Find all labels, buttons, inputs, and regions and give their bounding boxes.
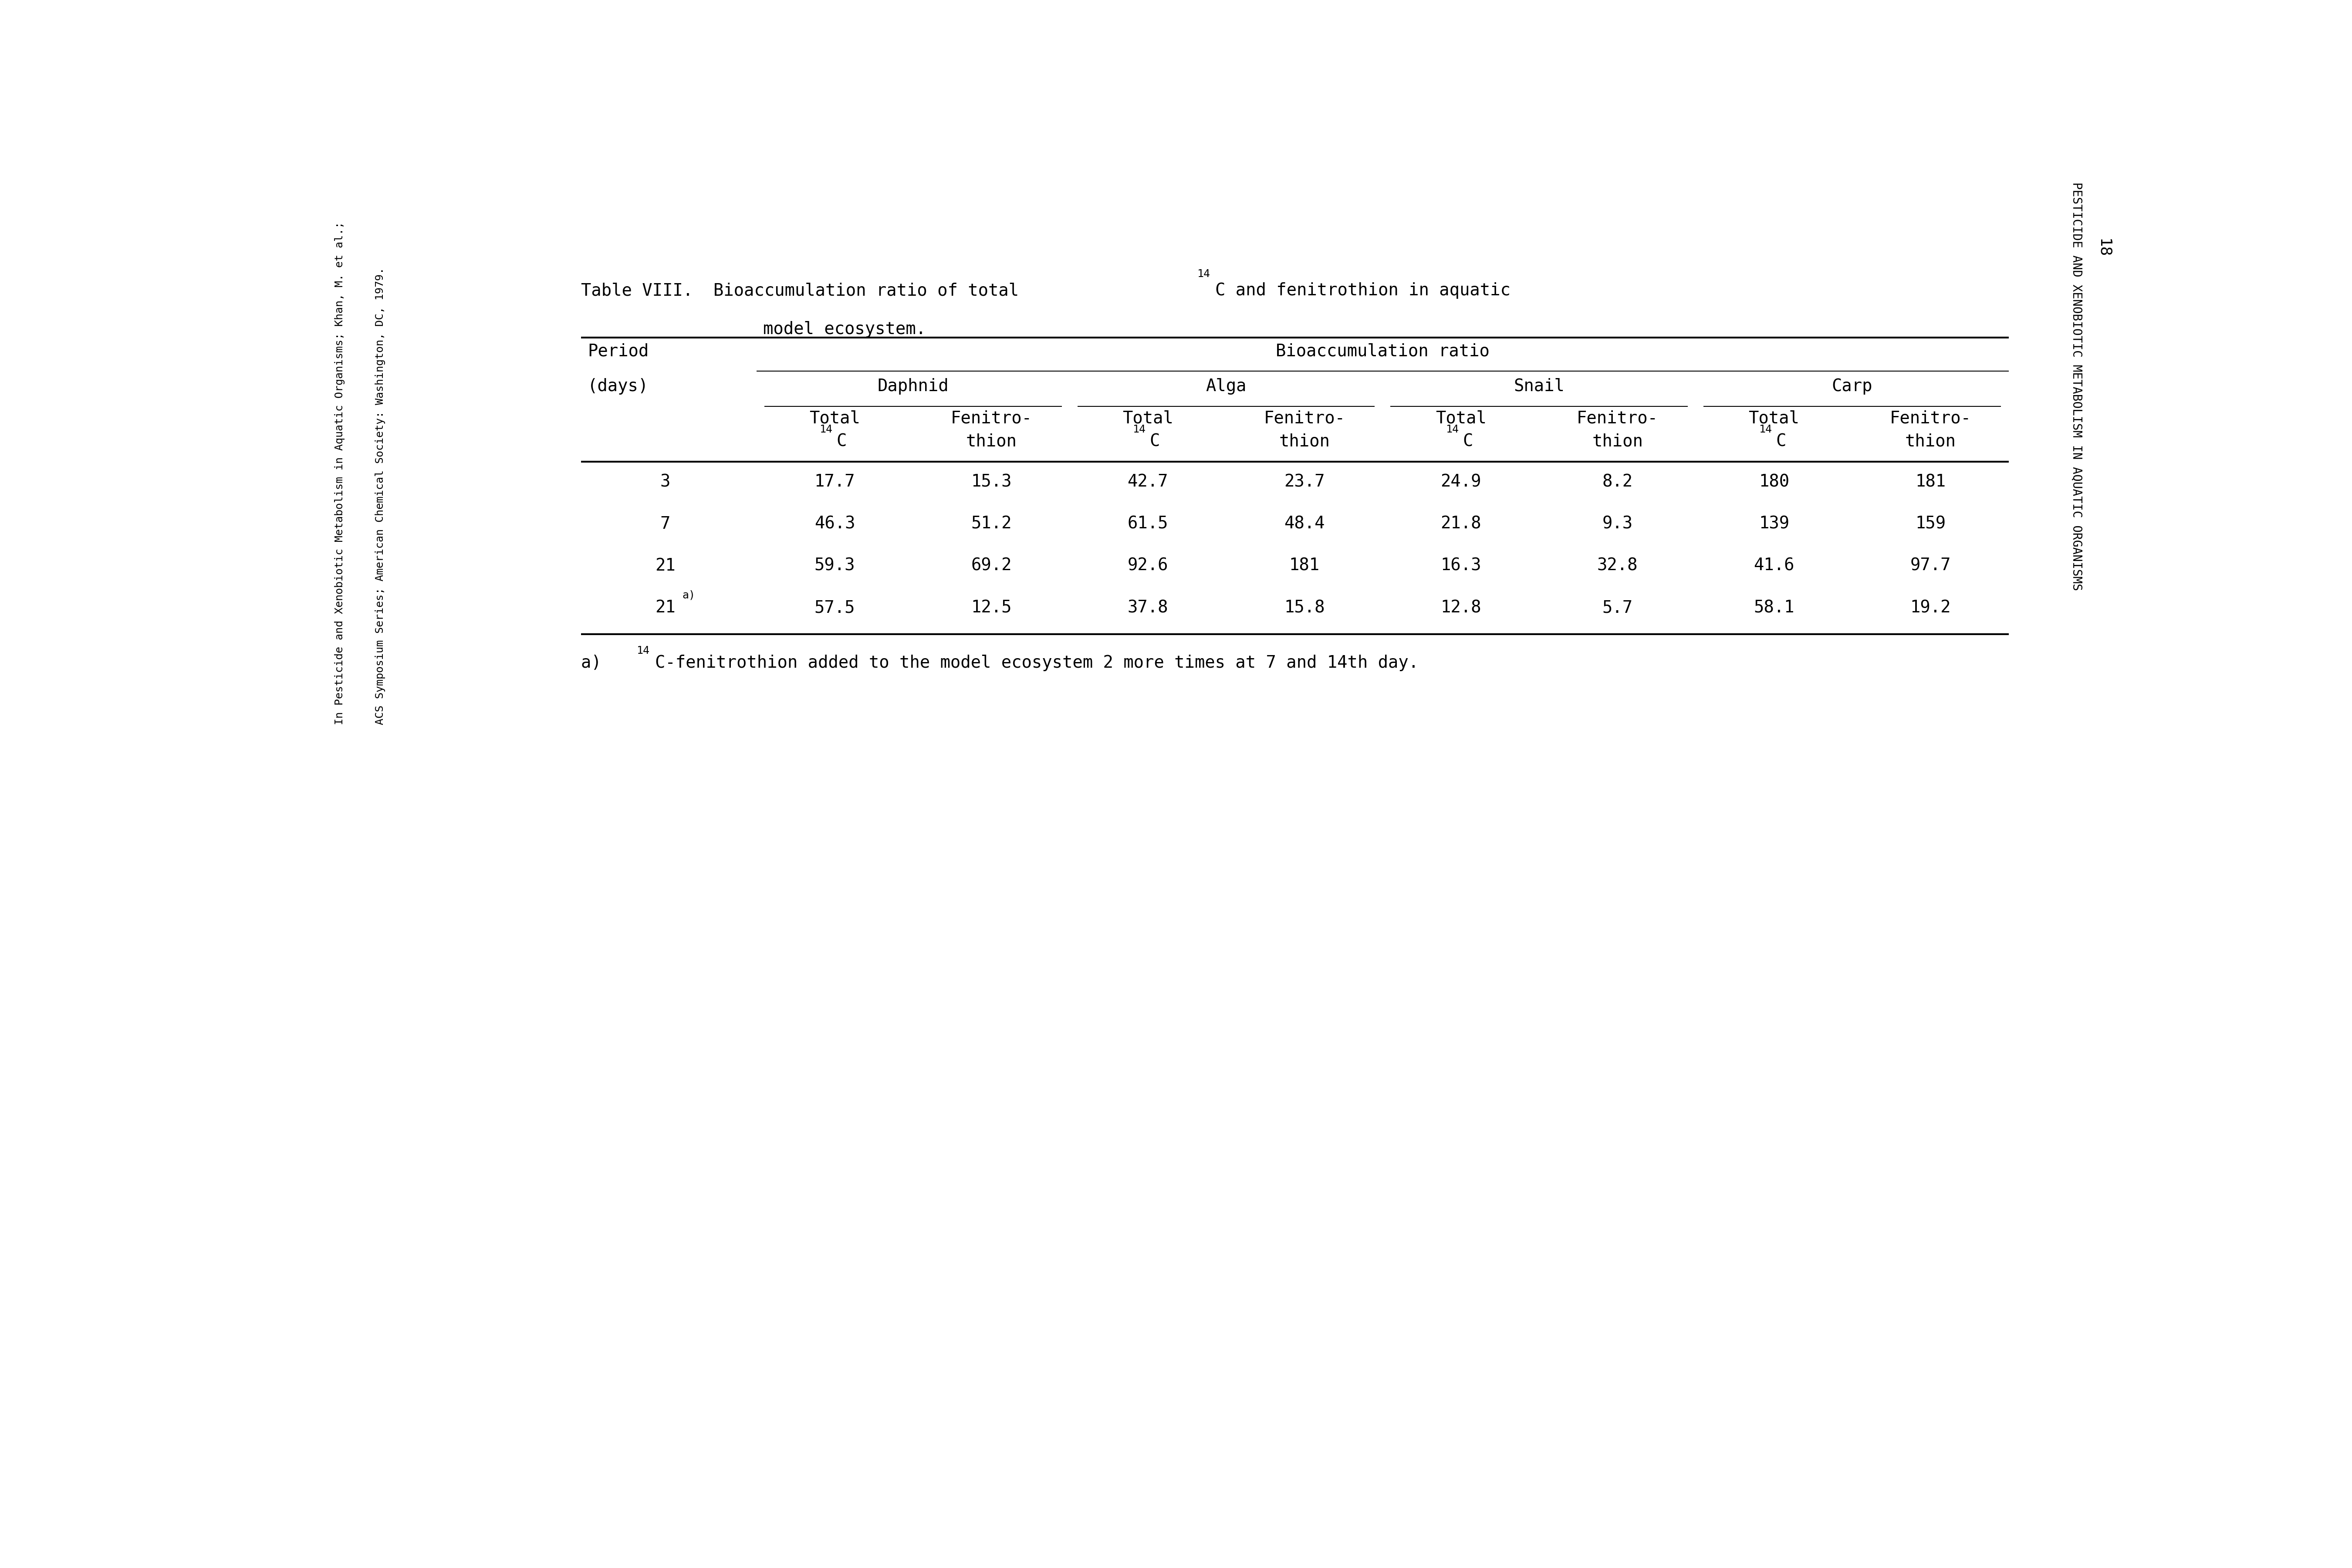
Text: 57.5: 57.5 (814, 599, 856, 616)
Text: 51.2: 51.2 (971, 516, 1011, 532)
Text: Total: Total (1122, 409, 1174, 426)
Text: 15.8: 15.8 (1284, 599, 1324, 616)
Text: 181: 181 (1915, 474, 1945, 491)
Text: thion: thion (1905, 433, 1957, 450)
Text: 8.2: 8.2 (1602, 474, 1632, 491)
Text: thion: thion (1279, 433, 1329, 450)
Text: 24.9: 24.9 (1439, 474, 1482, 491)
Text: PESTICIDE AND XENOBIOTIC METABOLISM IN AQUATIC ORGANISMS: PESTICIDE AND XENOBIOTIC METABOLISM IN A… (2070, 182, 2082, 591)
Text: 18: 18 (2096, 238, 2110, 257)
Text: Fenitro-: Fenitro- (950, 409, 1033, 426)
Text: (days): (days) (588, 378, 649, 395)
Text: 92.6: 92.6 (1127, 558, 1169, 574)
Text: Table VIII.  Bioaccumulation ratio of total: Table VIII. Bioaccumulation ratio of tot… (581, 282, 1028, 299)
Text: Snail: Snail (1515, 378, 1564, 395)
Text: model ecosystem.: model ecosystem. (762, 321, 927, 337)
Text: 14: 14 (1446, 423, 1458, 434)
Text: 9.3: 9.3 (1602, 516, 1632, 532)
Text: 16.3: 16.3 (1439, 558, 1482, 574)
Text: 15.3: 15.3 (971, 474, 1011, 491)
Text: 159: 159 (1915, 516, 1945, 532)
Text: a): a) (682, 590, 696, 601)
Text: 42.7: 42.7 (1127, 474, 1169, 491)
Text: Fenitro-: Fenitro- (1263, 409, 1345, 426)
Text: 14: 14 (1197, 268, 1211, 279)
Text: In Pesticide and Xenobiotic Metabolism in Aquatic Organisms; Khan, M. et al.;: In Pesticide and Xenobiotic Metabolism i… (334, 221, 346, 724)
Text: C: C (1463, 433, 1472, 450)
Text: 12.5: 12.5 (971, 599, 1011, 616)
Text: 21: 21 (656, 599, 675, 616)
Text: 69.2: 69.2 (971, 558, 1011, 574)
Text: 139: 139 (1759, 516, 1790, 532)
Text: C: C (1776, 433, 1785, 450)
Text: thion: thion (1592, 433, 1644, 450)
Text: 41.6: 41.6 (1755, 558, 1795, 574)
Text: 181: 181 (1289, 558, 1319, 574)
Text: 46.3: 46.3 (814, 516, 856, 532)
Text: 61.5: 61.5 (1127, 516, 1169, 532)
Text: 21.8: 21.8 (1439, 516, 1482, 532)
Text: 7: 7 (661, 516, 670, 532)
Text: a): a) (581, 655, 621, 671)
Text: Period: Period (588, 343, 649, 359)
Text: Total: Total (1748, 409, 1799, 426)
Text: 17.7: 17.7 (814, 474, 856, 491)
Text: 23.7: 23.7 (1284, 474, 1324, 491)
Text: Total: Total (809, 409, 861, 426)
Text: 32.8: 32.8 (1597, 558, 1637, 574)
Text: C: C (1150, 433, 1160, 450)
Text: C-fenitrothion added to the model ecosystem 2 more times at 7 and 14th day.: C-fenitrothion added to the model ecosys… (654, 655, 1418, 671)
Text: 14: 14 (1759, 423, 1771, 434)
Text: 14: 14 (821, 423, 833, 434)
Text: 97.7: 97.7 (1910, 558, 1950, 574)
Text: C and fenitrothion in aquatic: C and fenitrothion in aquatic (1216, 282, 1510, 299)
Text: 180: 180 (1759, 474, 1790, 491)
Text: Carp: Carp (1832, 378, 1872, 395)
Text: 14: 14 (1134, 423, 1145, 434)
Text: 3: 3 (661, 474, 670, 491)
Text: Fenitro-: Fenitro- (1576, 409, 1658, 426)
Text: 59.3: 59.3 (814, 558, 856, 574)
Text: 37.8: 37.8 (1127, 599, 1169, 616)
Text: 12.8: 12.8 (1439, 599, 1482, 616)
Text: Bioaccumulation ratio: Bioaccumulation ratio (1275, 343, 1489, 359)
Text: 19.2: 19.2 (1910, 599, 1950, 616)
Text: 21: 21 (656, 558, 675, 574)
Text: Fenitro-: Fenitro- (1889, 409, 1971, 426)
Text: ACS Symposium Series; American Chemical Society: Washington, DC, 1979.: ACS Symposium Series; American Chemical … (374, 268, 386, 724)
Text: Daphnid: Daphnid (877, 378, 948, 395)
Text: C: C (837, 433, 847, 450)
Text: 48.4: 48.4 (1284, 516, 1324, 532)
Text: thion: thion (967, 433, 1016, 450)
Text: 14: 14 (637, 646, 649, 655)
Text: Alga: Alga (1207, 378, 1247, 395)
Text: 58.1: 58.1 (1755, 599, 1795, 616)
Text: Total: Total (1435, 409, 1486, 426)
Text: 5.7: 5.7 (1602, 599, 1632, 616)
